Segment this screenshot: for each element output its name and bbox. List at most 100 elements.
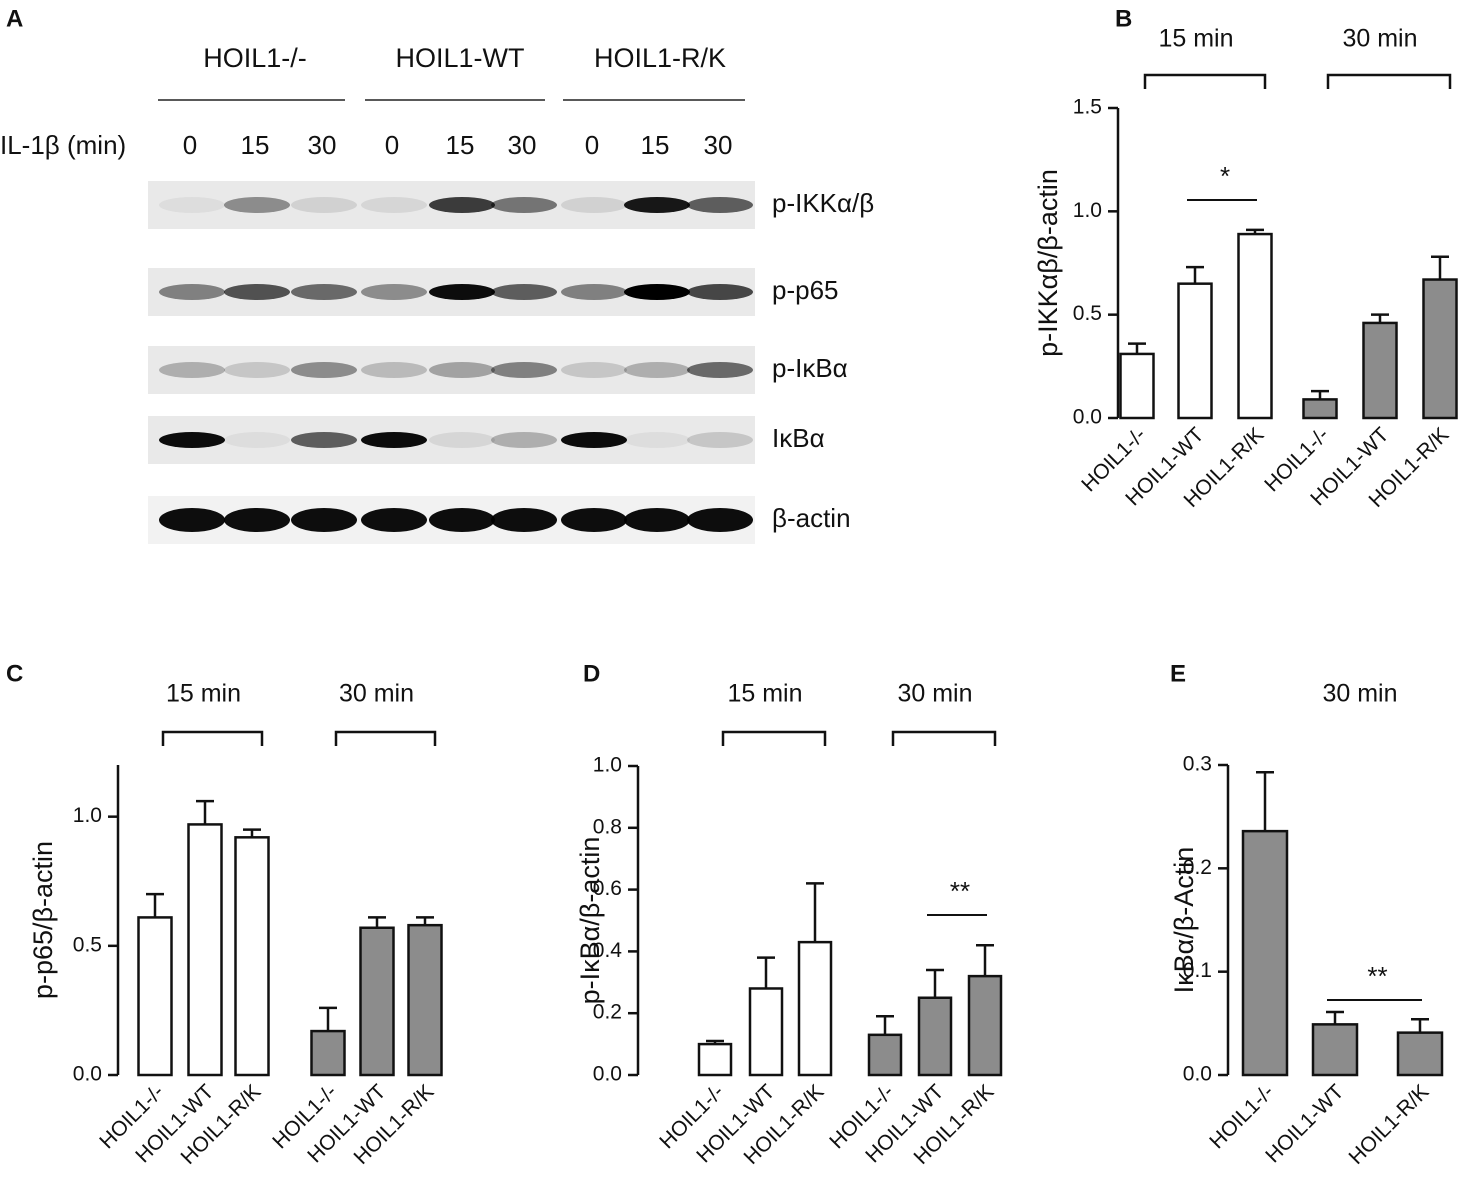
panel-letter: C <box>6 660 23 687</box>
y-tick-label: 0.1 <box>1183 959 1212 982</box>
group-header: 30 min <box>1342 25 1417 53</box>
y-tick-label: 0.0 <box>73 1063 102 1086</box>
group-bracket <box>891 730 997 746</box>
blot-band <box>361 432 427 448</box>
bar <box>310 1029 346 1077</box>
blot-band <box>291 197 357 213</box>
blot-band <box>561 284 627 300</box>
lane-label: 30 <box>308 130 337 160</box>
group-label: HOIL1-/- <box>203 43 307 73</box>
y-tick-label: 0.0 <box>1183 1063 1212 1086</box>
y-axis-label: p-IKKαβ/β-actin <box>1033 169 1063 357</box>
group-bracket <box>721 730 827 746</box>
group-header: 30 min <box>339 680 414 708</box>
blot-band <box>291 284 357 300</box>
bar <box>1396 1031 1444 1077</box>
bar <box>748 987 784 1077</box>
bar <box>1241 829 1289 1077</box>
panel-letter: D <box>583 660 600 687</box>
y-tick-label: 1.0 <box>1073 199 1102 222</box>
panel-letter: A <box>6 5 23 32</box>
bar <box>967 974 1003 1077</box>
bar <box>917 996 953 1077</box>
blot-band <box>361 284 427 300</box>
lane-label: 15 <box>641 130 670 160</box>
blot-band <box>159 362 225 378</box>
group-header: 30 min <box>897 680 972 708</box>
significance-label: * <box>1220 161 1230 191</box>
band-label: p-IKKα/β <box>772 188 874 218</box>
blot-band <box>224 432 290 448</box>
blot-band <box>561 432 627 448</box>
blot-band <box>224 362 290 378</box>
lane-label: 15 <box>446 130 475 160</box>
band-label: p-p65 <box>772 275 839 305</box>
blot-band <box>624 197 690 213</box>
blot-band <box>687 284 753 300</box>
bar <box>1237 232 1273 420</box>
bar <box>1422 278 1458 420</box>
significance-label: ** <box>950 876 970 906</box>
blot-band <box>224 508 290 532</box>
blot-band <box>491 197 557 213</box>
y-tick-label: 1.0 <box>593 754 622 777</box>
bar <box>1311 1023 1359 1077</box>
blot-band <box>687 432 753 448</box>
blot-band <box>291 432 357 448</box>
group-bracket <box>1326 73 1452 89</box>
lane-label: 15 <box>241 130 270 160</box>
blot-band <box>561 197 627 213</box>
blot-band <box>491 284 557 300</box>
group-header: 15 min <box>1158 25 1233 53</box>
blot-band <box>491 508 557 532</box>
blot-strip <box>148 346 755 394</box>
y-tick-label: 0.5 <box>1073 302 1102 325</box>
blot-band <box>361 197 427 213</box>
y-tick-label: 0.0 <box>1073 406 1102 429</box>
blot-band <box>624 362 690 378</box>
y-tick-label: 0.2 <box>1183 856 1212 879</box>
y-axis-label: p-p65/β-actin <box>28 841 58 999</box>
blot-band <box>291 362 357 378</box>
y-tick-label: 0.4 <box>593 939 623 962</box>
group-header: 30 min <box>1322 680 1397 708</box>
blot-band <box>429 284 495 300</box>
group-header: 15 min <box>166 680 241 708</box>
bar <box>359 926 395 1077</box>
blot-band <box>159 508 225 532</box>
blot-band <box>624 432 690 448</box>
bar <box>187 823 223 1077</box>
lane-label: 0 <box>385 130 399 160</box>
blot-band <box>491 432 557 448</box>
blot-band <box>159 432 225 448</box>
bar <box>797 940 833 1077</box>
blot-band <box>561 362 627 378</box>
band-label: p-IκBα <box>772 353 848 383</box>
blot-band <box>687 508 753 532</box>
blot-band <box>429 432 495 448</box>
group-header: 15 min <box>727 680 802 708</box>
bar <box>1302 398 1338 420</box>
blot-band <box>361 508 427 532</box>
blot-band <box>224 284 290 300</box>
panel-letter: E <box>1170 660 1186 687</box>
blot-band <box>624 508 690 532</box>
blot-band <box>561 508 627 532</box>
lane-label: 30 <box>704 130 733 160</box>
group-label: HOIL1-R/K <box>594 43 726 73</box>
blot-band <box>687 197 753 213</box>
bar <box>234 836 270 1077</box>
y-tick-label: 0.2 <box>593 1001 622 1024</box>
bar <box>697 1042 733 1077</box>
panel-letter: B <box>1115 5 1132 32</box>
y-axis-label: p-IκBα/β-actin <box>575 837 605 1005</box>
blot-band <box>429 508 495 532</box>
y-tick-label: 1.0 <box>73 804 102 827</box>
group-bracket <box>161 730 264 746</box>
group-bracket <box>1143 73 1267 89</box>
bar <box>1177 282 1213 420</box>
lane-label: 30 <box>508 130 537 160</box>
bar <box>867 1033 903 1077</box>
blot-band <box>429 362 495 378</box>
